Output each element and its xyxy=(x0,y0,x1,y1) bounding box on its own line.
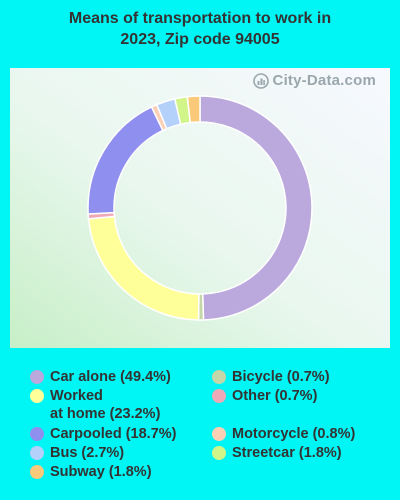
slice-car-alone xyxy=(199,95,313,321)
legend-swatch-subway xyxy=(30,465,44,479)
legend-item-car-alone: Car alone (49.4%) xyxy=(30,368,171,386)
legend-item-bicycle: Bicycle (0.7%) xyxy=(212,368,330,386)
legend-item-other: Other (0.7%) xyxy=(212,387,317,405)
legend-label-worked-at-home: Worked at home (23.2%) xyxy=(50,388,161,422)
legend-label-bus: Bus (2.7%) xyxy=(50,445,125,461)
legend-swatch-car-alone xyxy=(30,370,44,384)
legend-swatch-bus xyxy=(30,446,44,460)
legend-label-streetcar: Streetcar (1.8%) xyxy=(232,445,342,461)
legend-item-subway: Subway (1.8%) xyxy=(30,463,152,481)
donut-chart xyxy=(87,95,313,321)
legend-item-bus: Bus (2.7%) xyxy=(30,444,124,462)
legend-label-subway: Subway (1.8%) xyxy=(50,464,152,480)
legend-label-bicycle: Bicycle (0.7%) xyxy=(232,369,330,385)
legend-label-motorcycle: Motorcycle (0.8%) xyxy=(232,426,356,442)
slice-carpooled xyxy=(87,106,164,215)
watermark-text: City-Data.com xyxy=(272,72,376,89)
slice-worked-at-home xyxy=(87,215,200,321)
legend-item-motorcycle: Motorcycle (0.8%) xyxy=(212,425,355,443)
legend-swatch-bicycle xyxy=(212,370,226,384)
chart-title-line-1: Means of transportation to work in xyxy=(68,10,332,27)
legend-swatch-other xyxy=(212,389,226,403)
legend-swatch-worked-at-home xyxy=(30,389,44,403)
slice-subway xyxy=(186,95,201,124)
legend-item-carpooled: Carpooled (18.7%) xyxy=(30,425,177,443)
legend-item-worked-at-home: Worked at home (23.2%) xyxy=(30,387,160,423)
city-data-logo-icon xyxy=(252,72,269,89)
legend-swatch-motorcycle xyxy=(212,427,226,441)
legend-label-carpooled: Carpooled (18.7%) xyxy=(50,426,177,442)
plot-area: City-Data.com xyxy=(10,68,390,348)
legend-swatch-carpooled xyxy=(30,427,44,441)
chart-title: Means of transportation to work in 2023,… xyxy=(0,8,400,50)
legend-label-other: Other (0.7%) xyxy=(232,388,318,404)
legend-label-car-alone: Car alone (49.4%) xyxy=(50,369,171,385)
legend: Car alone (49.4%) Bicycle (0.7%) Worked at… xyxy=(0,360,400,500)
chart-title-line-2: 2023, Zip code 94005 xyxy=(120,31,280,48)
legend-swatch-streetcar xyxy=(212,446,226,460)
legend-item-streetcar: Streetcar (1.8%) xyxy=(212,444,342,462)
watermark: City-Data.com xyxy=(252,72,376,89)
